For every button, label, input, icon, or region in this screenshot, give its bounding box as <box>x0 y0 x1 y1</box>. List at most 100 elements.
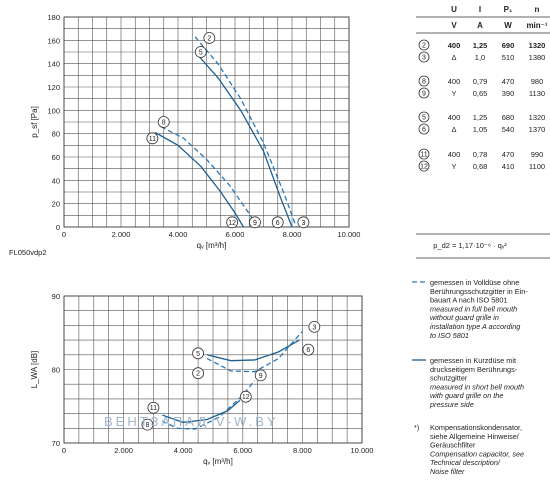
curve-marker-2: 2 <box>203 32 216 44</box>
curve-marker-3: 3 <box>308 320 321 333</box>
table-cell: 980 <box>531 77 544 86</box>
table-unit: min⁻¹ <box>526 21 547 30</box>
curve-marker-label: 11 <box>150 405 157 412</box>
legend-text: Berührungsschutzgitter in Ein- <box>430 287 528 296</box>
series-line-2 <box>206 330 303 373</box>
table-cell: 1320 <box>529 113 546 122</box>
table-cell: Y <box>451 162 456 171</box>
watermark: ВЕНТЗАПАД V-W.BY <box>104 414 279 429</box>
series-line-11 <box>162 399 241 424</box>
legend-text: siehe Allgemeine Hinweise/ <box>430 432 520 441</box>
legend-text-en: installation type A according <box>430 322 520 331</box>
x-tick-label: 4.000 <box>169 230 188 239</box>
y-tick-label: 180 <box>47 13 60 22</box>
row-marker-11: 11 <box>418 148 430 160</box>
legend-text: druckseitigem Berührungs- <box>430 365 518 374</box>
curve-marker-8: 8 <box>157 116 170 128</box>
y-tick-label: 120 <box>47 83 60 92</box>
table-row: 2 400 1,25 690 1320 <box>418 39 546 51</box>
y-tick-label: 140 <box>47 60 60 69</box>
svg-text:11: 11 <box>420 152 427 159</box>
x-tick-label: 6.000 <box>226 230 245 239</box>
table-cell: Δ <box>451 125 456 134</box>
curve-marker-6: 6 <box>302 343 315 356</box>
table-cell: 510 <box>502 53 515 62</box>
curve-marker-label: 8 <box>162 120 166 127</box>
table-header: P₁ <box>504 5 513 14</box>
table-cell: 0,68 <box>473 162 488 171</box>
x-tick-label: 10.000 <box>351 446 374 455</box>
table-row: 9 Y 0,65 390 1130 <box>418 87 545 99</box>
svg-text:2: 2 <box>422 43 426 50</box>
footer-code: FL050vdp2 <box>9 248 47 257</box>
series-line-5 <box>194 51 293 228</box>
legend-entry: *) Kompensationskondensator,siehe Allgeme… <box>414 423 524 476</box>
legend-text-en: Compensation capacitor, see <box>430 449 524 458</box>
table-cell: 1,25 <box>473 41 488 50</box>
row-marker-5: 5 <box>418 111 430 123</box>
y-tick-label: 20 <box>52 200 60 209</box>
curve-marker-3: 3 <box>297 216 310 229</box>
y-tick-label: 0 <box>56 223 60 232</box>
svg-text:12: 12 <box>420 164 428 171</box>
table-row: 12 Y 0,68 410 1100 <box>418 160 545 172</box>
noise-chart: 0 2.000 4.000 6.000 8.000 10.000 70 80 90 qᵥ [m³/… <box>30 292 373 466</box>
table-cell: Y <box>451 89 456 98</box>
table-row: 5 400 1,25 680 1320 <box>418 111 546 123</box>
curve-marker-label: 2 <box>207 36 211 43</box>
table-row: 8 400 0,79 470 980 <box>418 75 544 87</box>
svg-text:3: 3 <box>422 55 426 62</box>
x-axis-label: qᵥ [m³/h] <box>203 457 233 466</box>
curve-marker-9: 9 <box>254 369 267 382</box>
row-marker-2: 2 <box>418 39 430 51</box>
legend-text: gemessen in Volldüse ohne <box>430 278 519 287</box>
curve-marker-5: 5 <box>194 46 207 58</box>
legend-text: gemessen in Kurzdüse mit <box>430 356 516 365</box>
curve-marker-label: 12 <box>228 220 236 227</box>
legend-text-en: with guard grille on the <box>430 391 503 400</box>
x-tick-label: 0 <box>62 446 66 455</box>
legend-entry: gemessen in Volldüse ohneBerührungsschut… <box>412 278 528 340</box>
table-cell: 470 <box>502 150 515 159</box>
table-cell: 1,05 <box>473 125 488 134</box>
row-marker-9: 9 <box>418 87 430 99</box>
table-cell: 400 <box>448 113 461 122</box>
table-cell: 1370 <box>529 125 546 134</box>
table-header: n <box>535 5 540 14</box>
formula: p_d2 = 1,17·10⁻⁶ · qᵥ² <box>433 241 507 250</box>
svg-text:9: 9 <box>422 91 426 98</box>
legend-text-en: without guard grille in <box>430 313 499 322</box>
table-cell: 990 <box>531 150 544 159</box>
legend-text-en: measured in full bell mouth <box>430 304 517 313</box>
table-cell: Δ <box>451 53 456 62</box>
curve-marker-label: 3 <box>301 220 305 227</box>
table-cell: 690 <box>502 41 515 50</box>
y-tick-label: 70 <box>52 439 60 448</box>
row-marker-6: 6 <box>418 123 430 135</box>
y-tick-label: 80 <box>52 366 60 375</box>
x-tick-label: 8.000 <box>283 230 302 239</box>
legend-text-en: Noise filter <box>430 467 465 476</box>
legend-text: bauart A nach ISO 5801 <box>430 296 508 305</box>
table-cell: 680 <box>502 113 515 122</box>
curve-marker-11: 11 <box>146 132 159 145</box>
curve-marker-11: 11 <box>147 401 160 414</box>
table-cell: 400 <box>448 41 461 50</box>
svg-text:5: 5 <box>422 115 426 122</box>
curve-marker-label: 2 <box>196 371 200 378</box>
table-cell: 0,78 <box>473 150 488 159</box>
table-header: U <box>451 5 457 14</box>
table-cell: 1320 <box>529 41 546 50</box>
plot-frame <box>63 295 363 444</box>
table-cell: 390 <box>502 89 515 98</box>
legend: gemessen in Volldüse ohneBerührungsschut… <box>412 278 528 476</box>
y-axis-label: p_sf [Pa] <box>30 106 39 138</box>
table-cell: 0,79 <box>473 77 488 86</box>
legend-text-en: Technical description/ <box>430 458 501 467</box>
table-cell: 400 <box>448 77 461 86</box>
y-tick-label: 160 <box>47 36 60 45</box>
table-cell: 410 <box>502 162 515 171</box>
legend-text-en: to ISO 5801 <box>430 331 469 340</box>
